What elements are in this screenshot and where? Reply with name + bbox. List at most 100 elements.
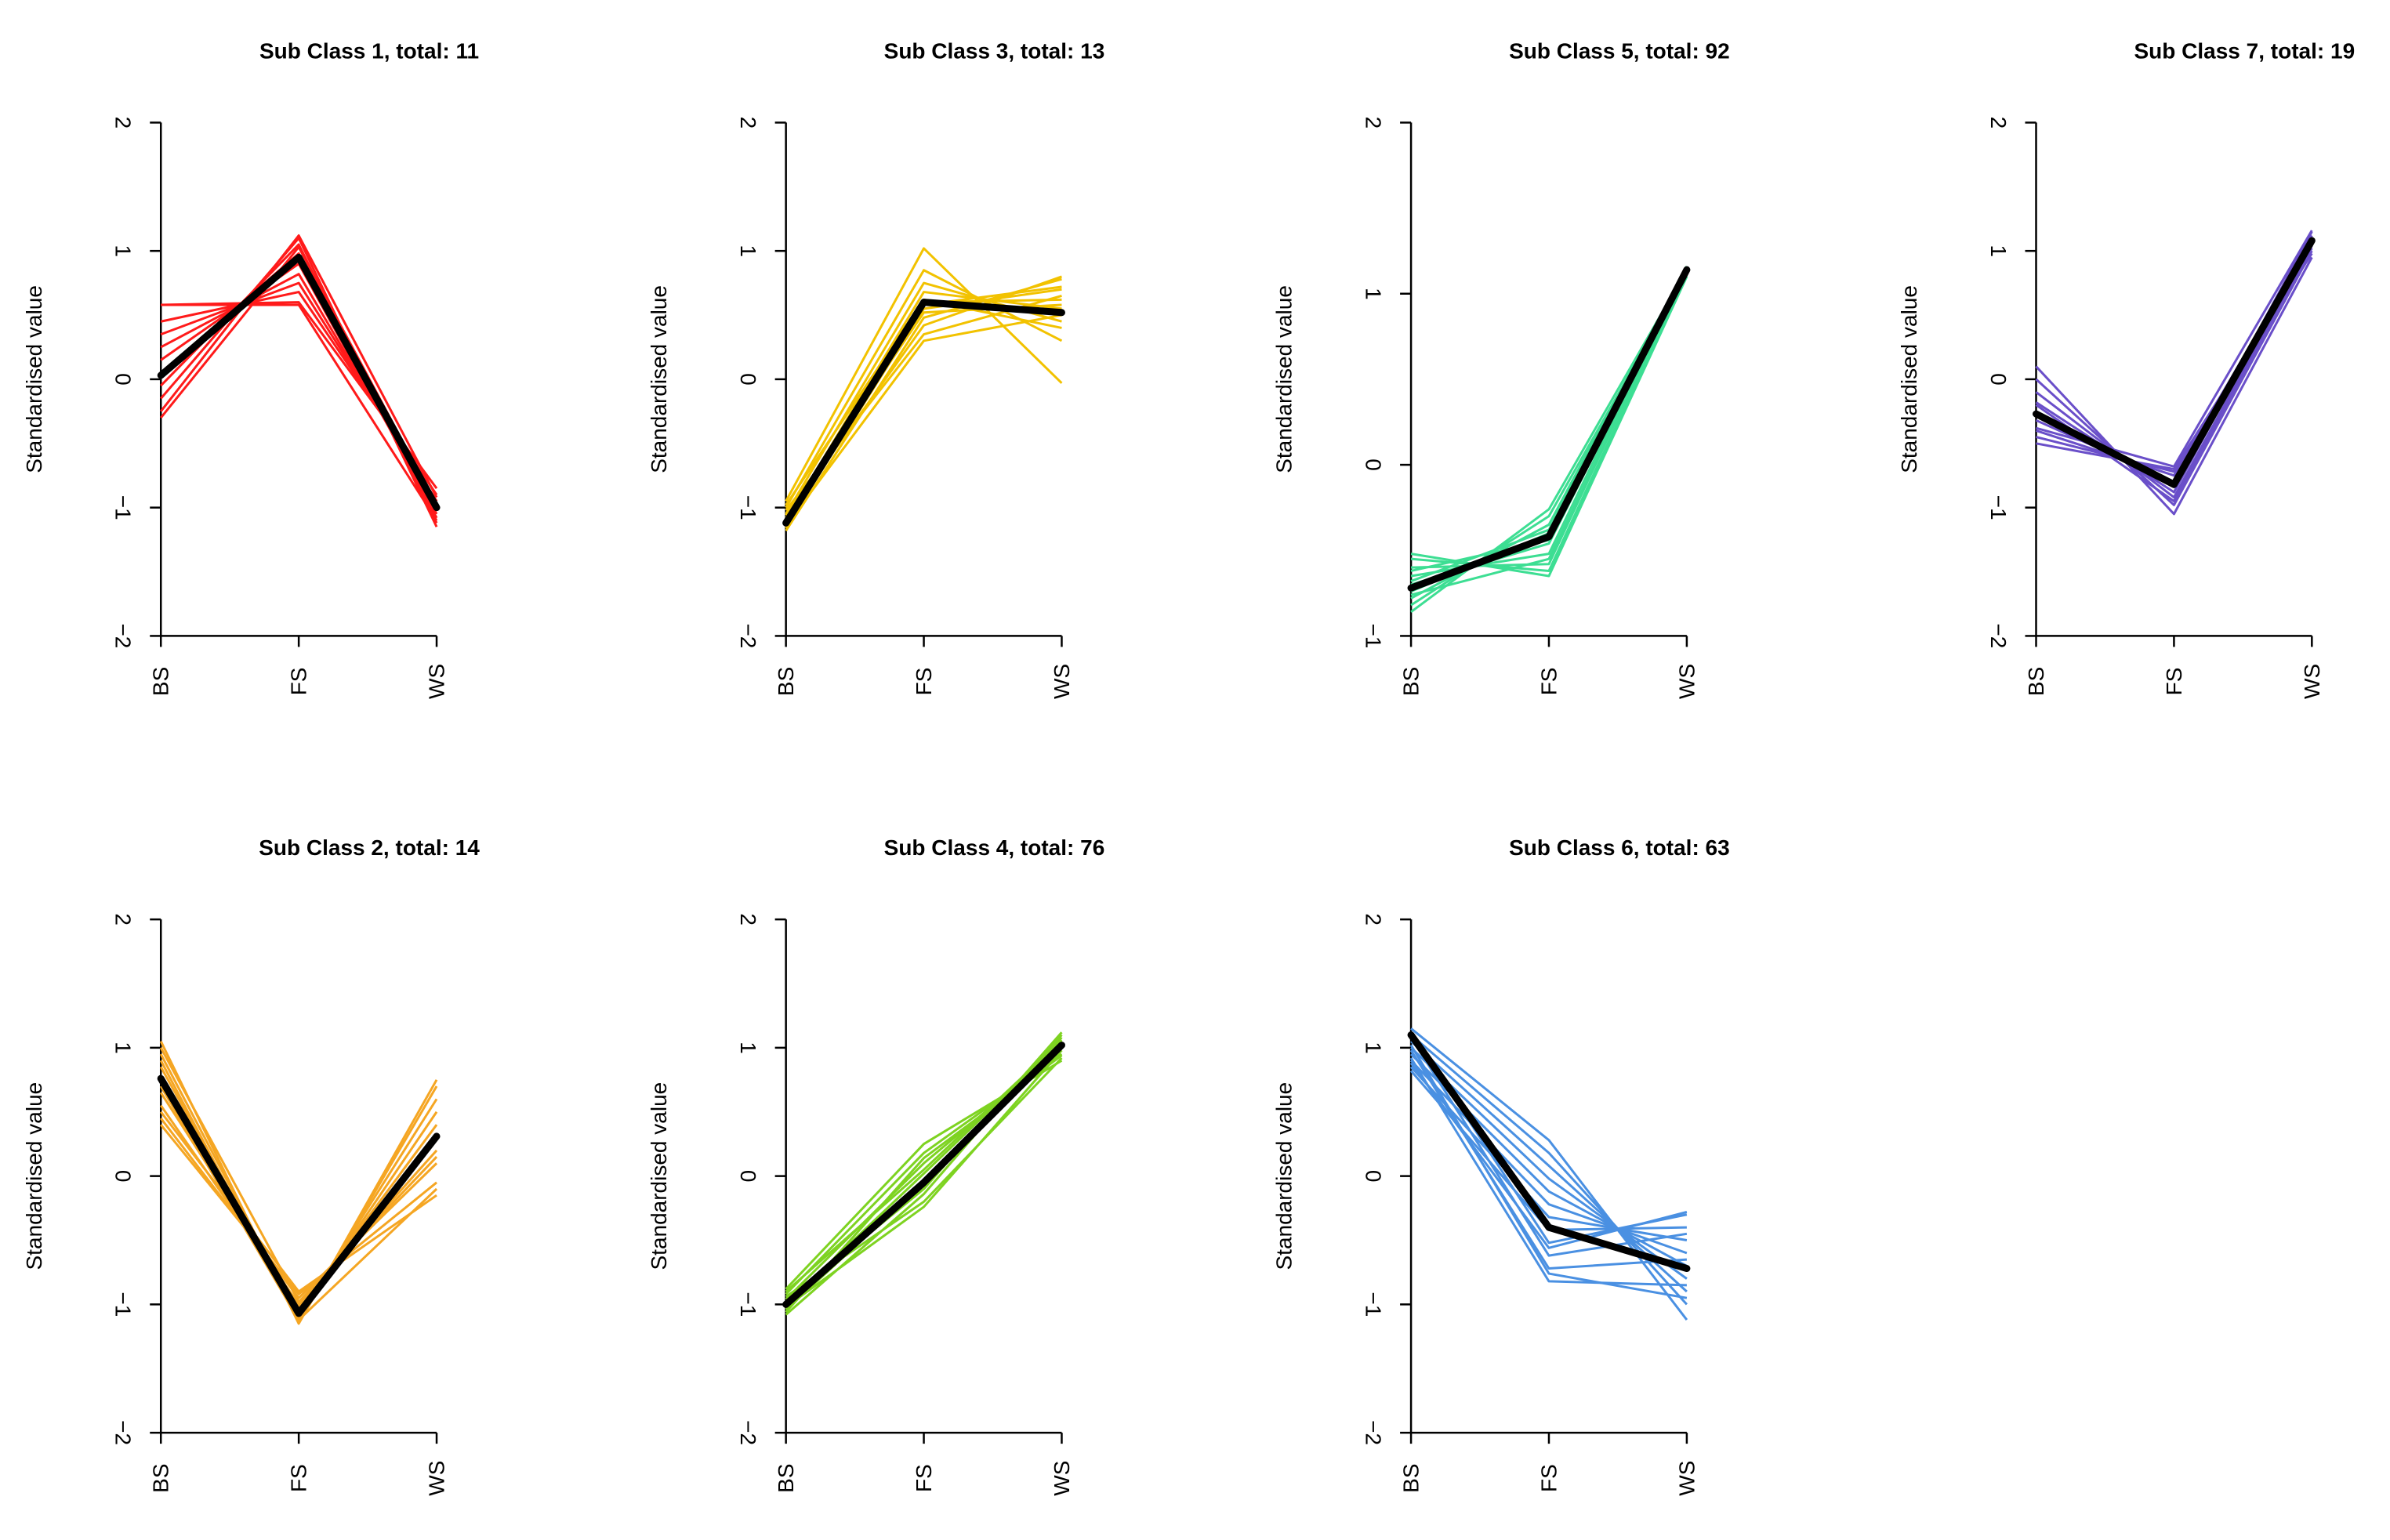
panel-title: Sub Class 5, total: 92 <box>1509 38 1730 63</box>
member-series-line <box>1410 1027 1688 1321</box>
panel-7: Sub Class 6, total: 63 Standardised value… <box>1272 835 1730 1496</box>
y-axis-label: Standardised value <box>647 285 671 473</box>
member-series-line <box>159 1085 438 1321</box>
mean-series-line <box>782 299 1065 527</box>
y-tick-label: 1 <box>1362 288 1386 300</box>
x-tick-label: FS <box>1536 668 1561 696</box>
member-series-line <box>2035 245 2313 502</box>
y-tick-label: 2 <box>1362 913 1386 926</box>
y-tick-label: 0 <box>1362 1170 1386 1183</box>
member-series-line <box>160 245 438 506</box>
member-series-line <box>160 281 438 502</box>
panel-title: Sub Class 6, total: 63 <box>1509 835 1730 860</box>
panel-title: Sub Class 2, total: 14 <box>259 835 480 860</box>
y-tick-label: −1 <box>736 495 760 520</box>
x-tick-label: WS <box>425 1461 449 1496</box>
x-tick-label: FS <box>287 668 311 696</box>
x-tick-label: WS <box>1674 664 1699 699</box>
x-tick-label: FS <box>2162 668 2186 696</box>
y-tick-label: −2 <box>1362 1420 1386 1445</box>
mean-series-line <box>1407 1031 1691 1273</box>
y-tick-label: 0 <box>1362 458 1386 471</box>
mean-series-line <box>2033 237 2316 488</box>
member-series-line <box>1409 1049 1687 1270</box>
member-series-line <box>2035 256 2313 516</box>
y-axis-label: Standardised value <box>1272 285 1297 473</box>
x-tick-label: FS <box>912 1464 936 1492</box>
x-tick-label: BS <box>1399 1463 1423 1492</box>
y-tick-label: 2 <box>1986 117 2011 129</box>
y-tick-label: 0 <box>1986 373 2011 386</box>
y-tick-label: −1 <box>1362 1292 1386 1317</box>
y-axis-label: Standardised value <box>647 1082 671 1270</box>
member-series-line <box>159 1053 438 1319</box>
y-axis-label: Standardised value <box>1272 1082 1297 1270</box>
member-series-line <box>1410 1040 1688 1293</box>
y-tick-label: −1 <box>111 495 136 520</box>
y-tick-label: 1 <box>1986 245 2011 257</box>
member-series-line <box>1409 1066 1688 1241</box>
y-tick-label: 1 <box>1362 1042 1386 1054</box>
member-series-line <box>785 269 1063 509</box>
member-series-line <box>160 1111 437 1293</box>
member-series-line <box>160 1124 437 1295</box>
member-series-line <box>1410 272 1688 572</box>
member-series-line <box>1410 272 1688 596</box>
member-series-line <box>785 277 1062 531</box>
panel-title: Sub Class 4, total: 76 <box>884 835 1105 860</box>
member-series-line <box>785 247 1063 502</box>
y-axis-label: Standardised value <box>22 1082 46 1270</box>
member-series-line <box>1410 272 1688 607</box>
x-tick-label: FS <box>1536 1464 1561 1492</box>
y-tick-label: −1 <box>1362 623 1386 648</box>
y-tick-label: 1 <box>111 245 136 257</box>
x-tick-label: FS <box>287 1464 311 1492</box>
member-series-line <box>785 1031 1063 1303</box>
panel-3: Sub Class 5, total: 92 Standardised value… <box>1272 38 1730 699</box>
member-series-line <box>160 273 438 509</box>
y-tick-label: 2 <box>736 117 760 129</box>
member-series-line <box>785 303 1062 516</box>
panel-6: Sub Class 4, total: 76 Standardised value… <box>647 835 1104 1496</box>
y-tick-label: −2 <box>111 623 136 648</box>
mean-series-line <box>1407 266 1691 592</box>
y-tick-label: −2 <box>736 623 760 648</box>
y-tick-label: −1 <box>111 1292 136 1317</box>
member-series-line <box>161 303 438 521</box>
member-series-line <box>785 298 1062 506</box>
y-axis-label: Standardised value <box>1897 285 1921 473</box>
y-tick-label: 2 <box>111 117 136 129</box>
member-series-line <box>2035 250 2313 506</box>
x-tick-label: WS <box>1050 664 1074 699</box>
y-tick-label: 0 <box>736 373 760 386</box>
member-series-line <box>160 1118 438 1299</box>
y-tick-label: 0 <box>736 1170 760 1183</box>
y-tick-label: −2 <box>1986 623 2011 648</box>
member-series-line <box>159 1041 438 1325</box>
member-series-line <box>159 1060 438 1324</box>
y-axis-label: Standardised value <box>22 285 46 473</box>
mean-series-line <box>157 253 441 512</box>
y-tick-label: 1 <box>736 1042 760 1054</box>
panel-5: Sub Class 2, total: 14 Standardised value… <box>22 835 481 1496</box>
member-series-line <box>1410 269 1688 614</box>
member-series-line <box>160 243 438 524</box>
mean-series-line <box>157 1074 441 1317</box>
member-series-line <box>785 295 1062 511</box>
member-series-line <box>785 313 1062 527</box>
y-tick-label: 1 <box>111 1042 136 1054</box>
member-series-line <box>1410 266 1688 600</box>
member-series-line <box>2035 237 2313 494</box>
member-series-line <box>2036 230 2313 468</box>
y-tick-label: −1 <box>1986 495 2011 520</box>
y-tick-label: 0 <box>111 373 136 386</box>
x-tick-label: BS <box>774 667 798 696</box>
y-tick-label: 2 <box>736 913 760 926</box>
x-tick-label: WS <box>1050 1461 1074 1496</box>
member-series-line <box>1409 1036 1688 1257</box>
y-tick-label: −1 <box>736 1292 760 1317</box>
x-tick-label: BS <box>2024 667 2048 696</box>
member-series-line <box>160 291 438 496</box>
x-tick-label: WS <box>1674 1461 1699 1496</box>
